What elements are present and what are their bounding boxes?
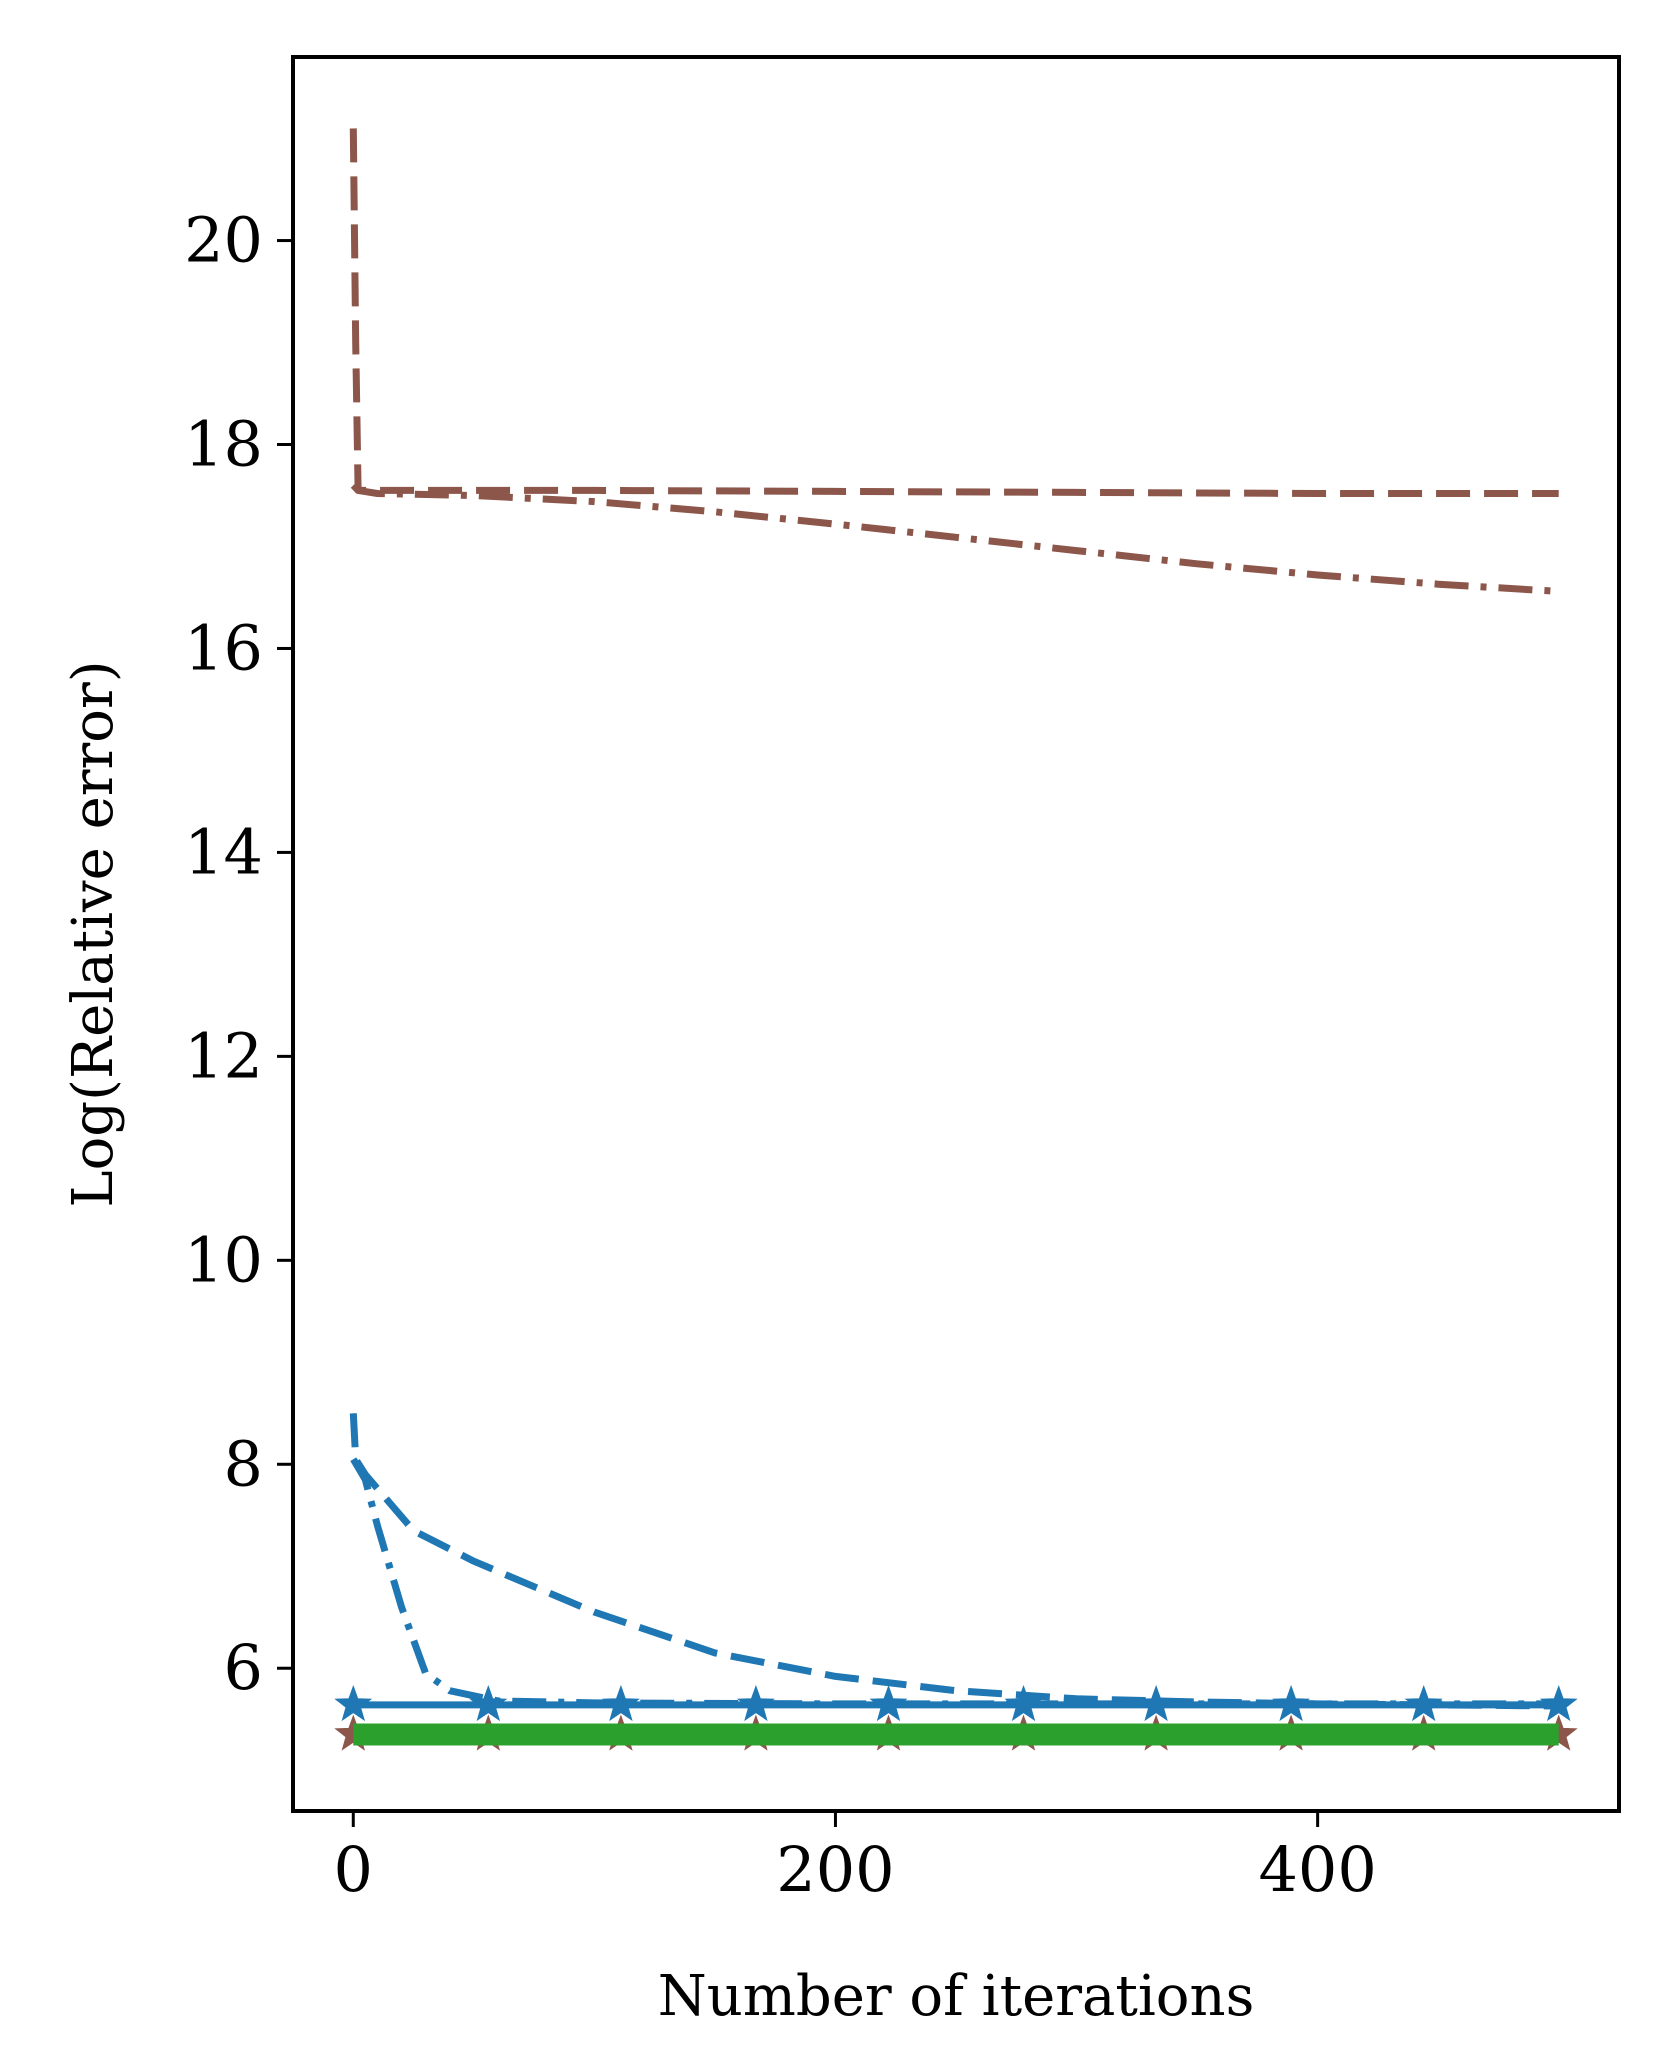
series-1-line bbox=[350, 482, 1559, 595]
x-tick-label-1: 200 bbox=[776, 1833, 894, 1906]
tick-layer: 0 200 400 6 8 10 12 14 16 18 20 bbox=[184, 204, 1377, 1906]
series-4 bbox=[334, 1684, 1578, 1722]
series-4-marker-3 bbox=[736, 1684, 775, 1722]
series-3-line bbox=[350, 1457, 1559, 1708]
series-0-line bbox=[349, 128, 1559, 497]
y-tick-label-4: 14 bbox=[184, 815, 263, 888]
y-tick-label-3: 12 bbox=[184, 1019, 263, 1092]
y-axis-label: Log(Relative error) bbox=[61, 660, 126, 1207]
y-tick-label-5: 16 bbox=[184, 611, 263, 684]
series-4-marker-7 bbox=[1272, 1684, 1311, 1722]
x-tick-label-0: 0 bbox=[334, 1833, 373, 1906]
series-4-marker-1 bbox=[469, 1684, 508, 1722]
series-2 bbox=[349, 1413, 1559, 1710]
series-3 bbox=[350, 1457, 1559, 1708]
series-4-marker-6 bbox=[1137, 1684, 1176, 1722]
series-4-marker-0 bbox=[334, 1684, 373, 1722]
series-4-marker-2 bbox=[601, 1684, 640, 1722]
y-tick-label-7: 20 bbox=[184, 204, 263, 277]
y-tick-label-2: 10 bbox=[184, 1223, 263, 1296]
series-4-marker-8 bbox=[1404, 1684, 1443, 1722]
series-2-line bbox=[349, 1413, 1559, 1710]
plot-frame bbox=[291, 55, 1621, 1813]
series-4-marker-4 bbox=[869, 1684, 908, 1722]
y-tick-label-6: 18 bbox=[184, 408, 263, 481]
x-axis-label: Number of iterations bbox=[658, 1964, 1255, 2029]
x-tick-label-2: 400 bbox=[1258, 1833, 1376, 1906]
y-tick-label-0: 6 bbox=[224, 1631, 263, 1704]
series-4-marker-5 bbox=[1004, 1684, 1043, 1722]
series-1 bbox=[350, 482, 1559, 595]
y-tick-label-1: 8 bbox=[224, 1427, 263, 1500]
series-4-marker-9 bbox=[1539, 1684, 1578, 1722]
series-layer bbox=[334, 128, 1578, 1751]
series-0 bbox=[349, 128, 1559, 497]
